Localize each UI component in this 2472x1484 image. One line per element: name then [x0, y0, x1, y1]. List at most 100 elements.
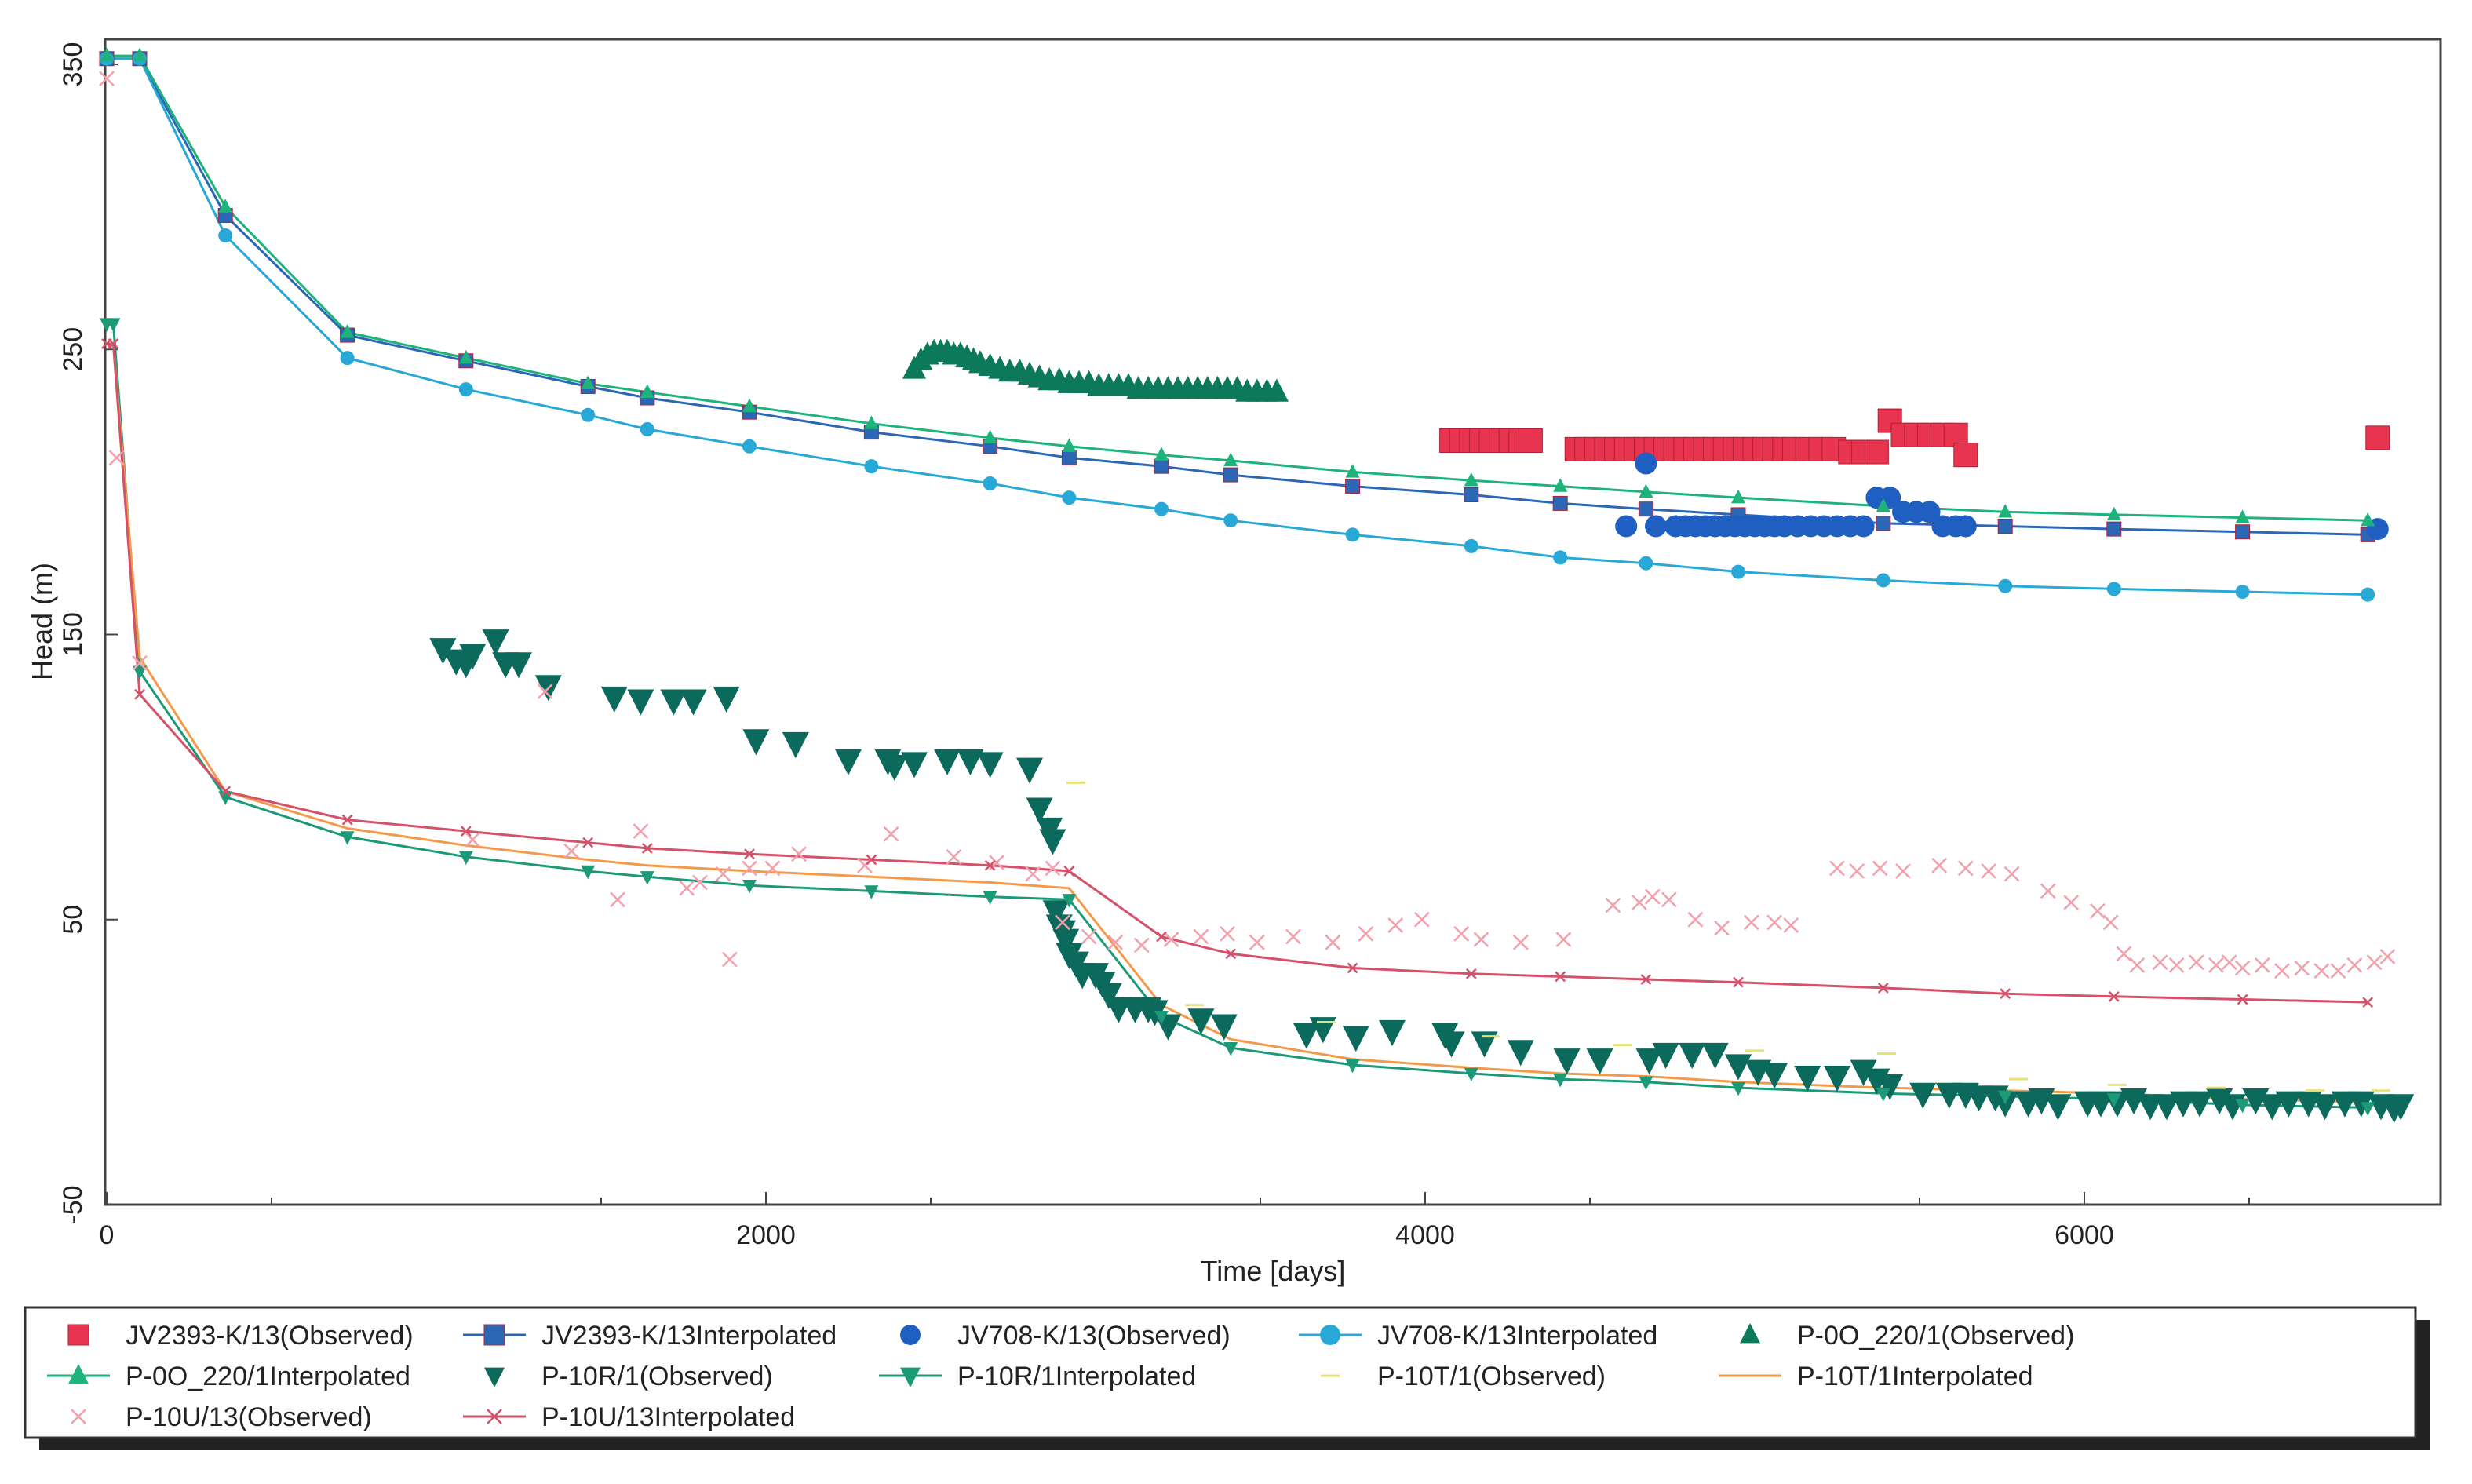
jv2393-k-13interpolated-point [1638, 501, 1653, 517]
p-10r-1interpolated-point [1553, 1073, 1568, 1088]
p-10u-13-observed-point [2003, 866, 2020, 882]
p-10u-13-observed-point [1055, 914, 1070, 931]
p-10r-1interpolated-point [1876, 1088, 1890, 1102]
p-10r-1interpolated-point [640, 871, 654, 885]
p-10r-1-observed-point [2259, 1094, 2286, 1121]
p-10u-13interpolated-point [2000, 988, 2011, 1000]
p-10u-13-observed-point [2330, 963, 2346, 979]
p-10u-13-observed-point [563, 843, 580, 859]
y-tick-label: 50 [58, 905, 88, 935]
p-10u-13-observed-point [721, 951, 738, 968]
p-10r-1interpolated-point [2106, 1093, 2121, 1107]
p-0o-220-1-observed-point [1265, 378, 1289, 402]
x-axis-title: Time [days] [1201, 1255, 1346, 1287]
p-10u-13-observed-point [2152, 954, 2168, 971]
p-10u-13-observed-point [2168, 957, 2185, 973]
p-10r-1interpolated-point [1062, 894, 1077, 908]
p-10u-13-observed-point [883, 826, 899, 842]
p-10u-13-observed-point [1325, 934, 1341, 950]
p-10u-13-observed-point [1783, 917, 1799, 933]
p-0o-220-1interpolated-point [983, 429, 997, 444]
p-10r-1-observed-point [1553, 1048, 1581, 1075]
p-10u-13interpolated-point [1225, 948, 1237, 960]
p-10u-13-observed-point [1025, 866, 1041, 882]
y-tick-label: 150 [58, 612, 88, 657]
p-10r-1-observed-point [1438, 1031, 1465, 1058]
p-10r-1interpolated-point [106, 318, 121, 332]
p-10u-13-observed-point [2089, 902, 2106, 919]
jv2393-k-13-observed-point [2365, 425, 2390, 450]
p-10u-13interpolated-point [2362, 997, 2374, 1008]
p-10u-13-observed-point [1081, 928, 1097, 945]
p-0o-220-1interpolated-point [133, 47, 147, 62]
p-10u-13interpolated-point [1555, 971, 1566, 983]
p-10u-13-observed-point [1413, 911, 1430, 928]
jv2393-k-13interpolated-point [2106, 521, 2122, 537]
p-10u-13-observed-point [1163, 932, 1179, 948]
y-tick-label: 250 [58, 327, 88, 372]
p-10r-1-observed-point [2044, 1094, 2072, 1121]
p-10u-13-observed-point [1644, 888, 1661, 905]
p-10u-13-observed-point [2379, 949, 2396, 964]
p-10u-13-observed-point [1766, 914, 1783, 931]
p-10u-13-observed-point [2188, 954, 2204, 971]
p-10u-13-observed-point [610, 891, 625, 908]
jv708-k-13interpolated-point [1731, 564, 1745, 579]
p-10r-1-observed-point [429, 638, 457, 665]
p-10r-1interpolated-point [1998, 1090, 2013, 1105]
jv708-k-13-observed-point [1635, 452, 1657, 475]
p-10u-13interpolated-point [1733, 976, 1744, 988]
p-10r-1-observed-point [713, 686, 740, 713]
axis-ticks: 0 2000 4000 6000 -50 50 150 250 350 [58, 42, 2250, 1250]
p-10u-13-observed-point [1605, 897, 1621, 913]
p-10r-1-observed-point [1471, 1031, 1498, 1058]
p-10r-1-observed-point [680, 689, 707, 716]
p-10u-13-observed-point [679, 880, 695, 896]
p-10r-1-observed-point [2153, 1094, 2180, 1121]
p-10u-13-observed-point [1473, 932, 1489, 948]
p-10r-1-observed-point [1095, 983, 1122, 1009]
p-10r-1-observed-point [1635, 1048, 1663, 1075]
p-0o-220-1interpolated-point [1876, 498, 1890, 512]
p-10r-1interpolated-point [1154, 1011, 1169, 1025]
p-10u-13-observed-point [1453, 926, 1470, 942]
p-10u-13-observed-point [2116, 946, 2132, 962]
legend-marker-swatch [1740, 1323, 1760, 1344]
p-10u-13-observed-point [99, 71, 115, 87]
p-10r-1-observed-point [459, 644, 487, 670]
jv2393-k-13-observed-point [1953, 443, 1978, 468]
legend-label: JV2393-K/13(Observed) [126, 1321, 414, 1351]
p-10r-1-observed-point [1141, 1000, 1169, 1026]
p-0o-220-1interpolated-point [2106, 506, 2121, 521]
p-10r-1interpolated-line [107, 323, 2368, 1109]
jv708-k-13interpolated-point [1998, 578, 2013, 593]
p-10u-13interpolated-point [582, 837, 594, 848]
p-10u-13-observed-point [791, 846, 807, 862]
p-10r-1-observed-point [1652, 1042, 1679, 1070]
legend-label: P-10T/1(Observed) [1377, 1362, 1606, 1391]
p-10u-13-observed-point [2063, 895, 2080, 910]
p-0o-220-1interpolated-point [1731, 489, 1745, 504]
p-10u-13-observed-point [132, 654, 148, 671]
p-0o-220-1interpolated-point [640, 384, 654, 398]
jv2393-k-13interpolated-point [1345, 479, 1361, 494]
jv708-k-13interpolated-point [458, 382, 473, 397]
p-10r-1-observed-point [1701, 1042, 1729, 1070]
p-0o-220-1interpolated-point [458, 349, 473, 364]
legend-label: JV708-K/13(Observed) [957, 1321, 1231, 1351]
p-10r-1-observed-point [2275, 1091, 2302, 1118]
p-0o-220-1interpolated-point [100, 47, 114, 62]
p-0o-220-1interpolated-point [742, 398, 757, 413]
jv2393-k-13interpolated-point [1552, 495, 1568, 511]
p-10u-13-observed-point [1714, 920, 1730, 936]
jv708-k-13-observed-point [1615, 515, 1638, 538]
p-10r-1-observed-point [2186, 1091, 2213, 1118]
p-10u-13-observed-point [1981, 863, 1997, 879]
p-10r-1interpolated-point [133, 665, 147, 680]
p-10r-1interpolated-point [2235, 1099, 2250, 1114]
p-0o-220-1interpolated-point [1639, 483, 1653, 498]
jv708-k-13interpolated-point [1154, 501, 1169, 516]
p-10u-13-observed-point [1849, 863, 1865, 879]
p-10u-13interpolated-point [2237, 994, 2248, 1005]
p-10u-13-observed-point [1193, 928, 1209, 945]
